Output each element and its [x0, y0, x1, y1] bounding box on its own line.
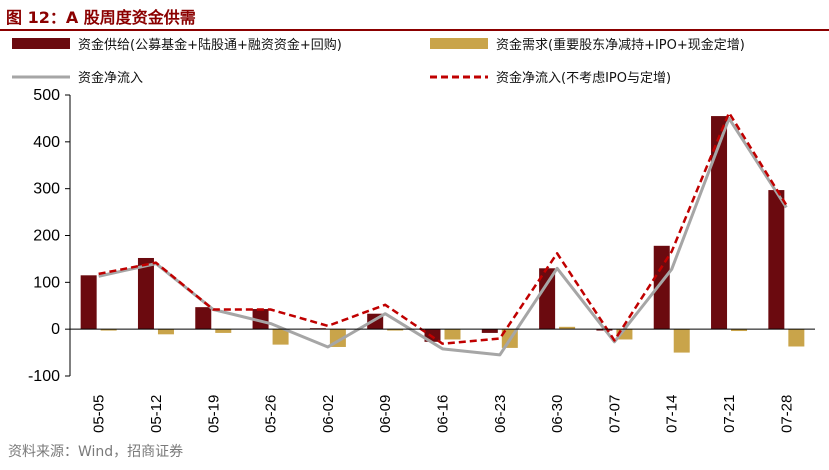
legend: 资金供给(公募基金+陆股通+融资资金+回购) 资金需求(重要股东净减持+IPO+现…: [12, 37, 745, 86]
x-tick-label: 07-14: [664, 395, 681, 433]
demand-bar: [788, 329, 805, 347]
supply-bar: [195, 307, 212, 330]
x-tick-label: 06-30: [549, 395, 566, 433]
y-tick-label: 400: [33, 134, 60, 151]
y-tick-label: 0: [51, 321, 60, 338]
supply-bar: [539, 268, 556, 330]
supply-bar: [252, 309, 269, 330]
supply-bar: [711, 116, 728, 330]
y-tick-label: 100: [33, 274, 60, 291]
x-tick-label: 05-12: [148, 395, 165, 433]
legend-label: 资金需求(重要股东净减持+IPO+现金定增): [496, 37, 745, 53]
supply-bar: [653, 245, 670, 330]
demand-bar: [731, 329, 748, 332]
x-tick-label: 06-16: [435, 395, 452, 433]
legend-label: 资金供给(公募基金+陆股通+融资资金+回购): [78, 37, 342, 53]
x-tick-label: 06-09: [377, 395, 394, 433]
supply-bar: [80, 275, 97, 330]
demand-bar: [215, 329, 232, 333]
demand-bar: [444, 329, 461, 340]
legend-swatch: [12, 38, 70, 49]
x-axis: 05-05 05-12 05-19 05-26 06-02 06-09 06-16 06-23…: [70, 328, 815, 433]
demand-bar: [272, 329, 289, 345]
net-inflow-ex-line: [98, 111, 788, 345]
legend-swatch: [430, 38, 488, 49]
y-axis: 500 400 300 200 100 0 -100: [28, 87, 71, 385]
supply-bar: [137, 257, 154, 330]
legend-label: 资金净流入(不考虑IPO与定增): [496, 70, 671, 86]
x-tick-label: 05-26: [263, 395, 280, 433]
figure-title: 图 12：A 股周度资金供需: [6, 8, 196, 27]
supply-bar: [481, 329, 498, 333]
x-tick-label: 05-05: [91, 395, 108, 433]
demand-bar: [616, 329, 633, 340]
supply-bar: [768, 190, 785, 330]
x-tick-label: 07-21: [721, 395, 738, 433]
demand-bar: [559, 326, 576, 330]
demand-bar: [387, 329, 404, 331]
x-tick-label: 07-28: [778, 395, 795, 433]
x-tick-label: 06-23: [492, 395, 509, 433]
legend-label: 资金净流入: [78, 70, 143, 86]
title-divider: [0, 29, 829, 31]
y-tick-label: 500: [33, 87, 60, 104]
x-tick-label: 07-07: [606, 395, 623, 433]
x-tick-label: 05-19: [205, 395, 222, 433]
demand-bar: [100, 329, 117, 331]
plot-area: [80, 111, 805, 357]
x-tick-label: 06-02: [320, 395, 337, 433]
y-tick-label: 200: [33, 228, 60, 245]
demand-bar: [157, 329, 174, 335]
y-tick-label: 300: [33, 181, 60, 198]
source-note: 资料来源：Wind，招商证券: [8, 444, 184, 460]
demand-bar: [673, 329, 690, 353]
y-tick-label: -100: [28, 368, 60, 385]
